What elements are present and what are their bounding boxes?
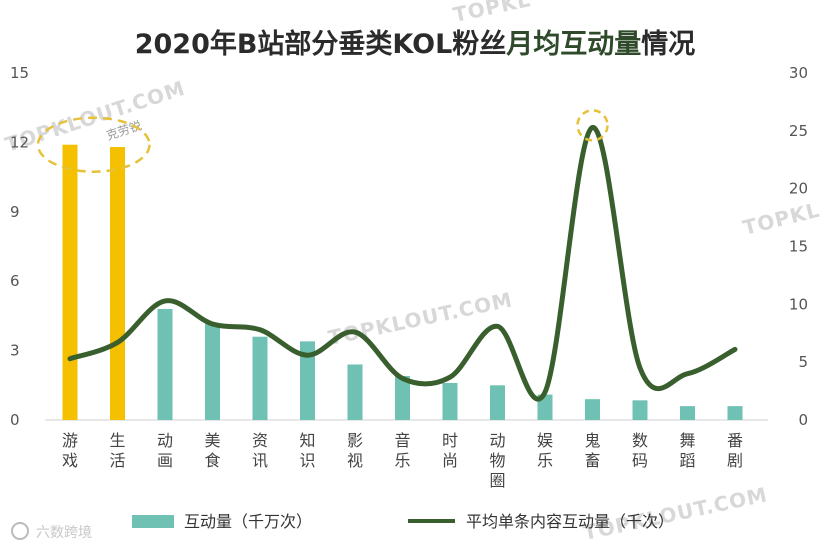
category-label: 番剧: [727, 431, 743, 470]
bar: [110, 147, 125, 420]
line-series: [67, 124, 738, 402]
category-label: 动画: [157, 431, 173, 470]
category-label: 音乐: [394, 431, 410, 470]
footer-logo: 六数跨境: [11, 522, 92, 541]
bar: [537, 394, 553, 420]
legend-line-label: 平均单条内容互动量（千次）: [466, 512, 674, 531]
right-tick-label: 0: [798, 411, 808, 429]
bar: [632, 400, 648, 420]
watermark-right: TOPKL: [740, 198, 822, 240]
bar: [157, 308, 173, 420]
category-label: 知识: [299, 431, 315, 470]
chart-title: 2020年B站部分垂类KOL粉丝月均互动量情况: [135, 28, 696, 60]
bar: [490, 385, 505, 420]
right-tick-label: 10: [789, 295, 808, 313]
bar: [442, 382, 458, 420]
left-tick-label: 3: [10, 342, 20, 360]
left-tick-label: 0: [10, 411, 20, 429]
highlight-circles: [36, 109, 609, 173]
bar: [680, 406, 695, 420]
footer-logo-text: 六数跨境: [36, 525, 92, 541]
legend-bar-label: 互动量（千万次）: [184, 512, 312, 531]
watermark-top: TOPKL: [451, 0, 533, 27]
left-axis: 0 3 6 9 12 15: [10, 64, 29, 429]
right-tick-label: 30: [789, 64, 808, 82]
category-label: 动物圈: [489, 431, 505, 490]
right-tick-label: 25: [789, 122, 808, 140]
category-label: 游戏: [62, 431, 78, 470]
category-label: 鬼畜: [584, 431, 600, 470]
right-axis: 0 5 10 15 20 25 30: [789, 64, 808, 429]
category-label: 娱乐: [537, 431, 553, 470]
category-label: 生活: [109, 431, 125, 470]
right-tick-label: 15: [789, 238, 808, 256]
bar-series: [62, 144, 743, 421]
legend-bar-swatch: [132, 515, 174, 528]
bar: [62, 144, 78, 421]
bar: [252, 336, 268, 420]
category-label: 资讯: [252, 431, 268, 470]
left-tick-label: 9: [10, 203, 20, 221]
title-tail: 情况: [641, 29, 695, 60]
title-highlight: 月均互动量: [505, 29, 641, 60]
right-tick-label: 20: [789, 180, 808, 198]
watermark-center: TOPKLOUT.COM: [326, 287, 515, 350]
category-label: 数码: [632, 431, 648, 470]
footer-logo-icon: [11, 522, 29, 540]
line-path: [67, 124, 738, 402]
left-tick-label: 12: [10, 133, 29, 151]
bar: [395, 376, 410, 420]
bar: [585, 399, 600, 420]
category-label: 美食: [204, 431, 220, 470]
bar: [205, 322, 220, 420]
legend: 互动量（千万次） 平均单条内容互动量（千次）: [132, 512, 674, 531]
watermark-left: TOPKLOUT.COM: [2, 76, 188, 157]
left-tick-label: 6: [10, 272, 20, 290]
bar: [347, 364, 363, 420]
title-main: 2020年B站部分垂类KOL粉丝: [135, 28, 507, 60]
category-label: 时尚: [442, 431, 458, 470]
bar: [300, 341, 315, 420]
right-tick-label: 5: [798, 353, 808, 371]
category-label: 影视: [347, 431, 363, 470]
highlight-ellipse-bars: [36, 116, 151, 173]
left-tick-label: 15: [10, 64, 29, 82]
bar: [727, 406, 743, 420]
category-label: 舞蹈: [679, 431, 695, 470]
